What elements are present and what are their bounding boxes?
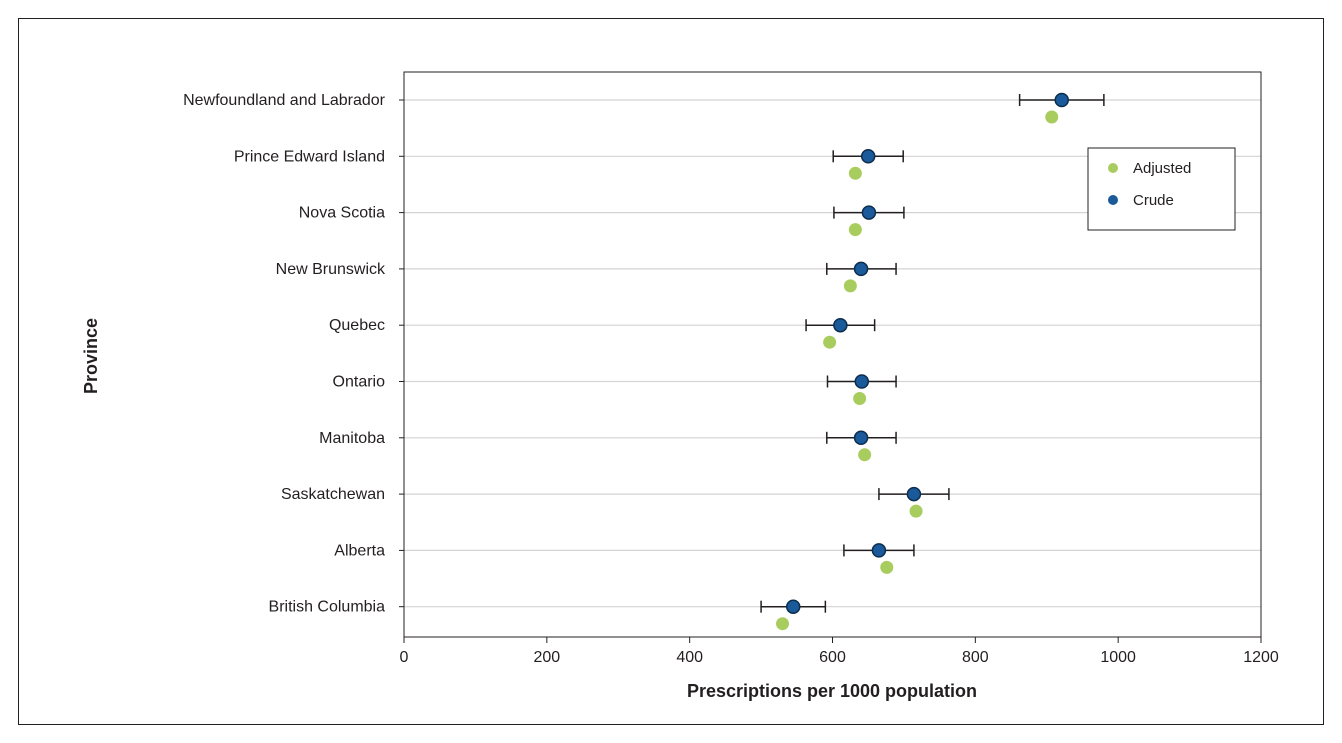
grid-lines bbox=[404, 99, 1261, 608]
category-label: British Columbia bbox=[269, 599, 386, 616]
adjusted-point bbox=[880, 560, 894, 574]
adjusted-point bbox=[909, 504, 923, 518]
crude-point bbox=[860, 149, 876, 164]
category-label: Newfoundland and Labrador bbox=[183, 92, 386, 109]
legend-box bbox=[1087, 147, 1236, 231]
category-label: Alberta bbox=[334, 542, 385, 559]
category-label: Ontario bbox=[333, 374, 386, 391]
crude-point bbox=[861, 205, 877, 220]
crude-point bbox=[1054, 92, 1069, 108]
adjusted-point bbox=[776, 617, 790, 631]
x-tick-label: 800 bbox=[962, 649, 989, 666]
x-tick-label: 600 bbox=[819, 649, 846, 666]
x-axis-title: Prescriptions per 1000 population bbox=[687, 681, 977, 701]
x-tick-label: 1200 bbox=[1243, 649, 1279, 666]
legend-label-adjusted: Adjusted bbox=[1133, 160, 1191, 177]
crude-point bbox=[853, 261, 869, 277]
x-tick-label: 1000 bbox=[1100, 649, 1136, 666]
adjusted-point bbox=[848, 223, 862, 237]
crude-point bbox=[906, 486, 922, 502]
y-axis-title: Province bbox=[81, 318, 101, 394]
adjusted-point bbox=[1045, 110, 1059, 124]
crude-point bbox=[853, 430, 869, 446]
crude-point bbox=[785, 599, 801, 614]
category-label: Nova Scotia bbox=[299, 205, 385, 222]
category-label: Quebec bbox=[329, 317, 385, 334]
adjusted-point bbox=[843, 279, 857, 293]
x-tick-label: 0 bbox=[400, 649, 409, 666]
category-label: Prince Edward Island bbox=[234, 148, 385, 165]
crude-point bbox=[833, 317, 848, 333]
category-label: Manitoba bbox=[319, 430, 385, 447]
adjusted-point bbox=[848, 166, 862, 180]
category-label: New Brunswick bbox=[276, 261, 386, 278]
crude-point bbox=[854, 374, 870, 389]
legend-marker-adjusted bbox=[1108, 163, 1118, 173]
x-ticks: 0 200 400 600 800 1000 1200 bbox=[400, 637, 1279, 666]
adjusted-point bbox=[858, 448, 872, 462]
crude-point bbox=[871, 543, 887, 558]
category-label: Saskatchewan bbox=[281, 486, 385, 503]
legend: Adjusted Crude bbox=[1087, 147, 1236, 231]
data-marks bbox=[760, 92, 1105, 631]
legend-label-crude: Crude bbox=[1133, 192, 1174, 209]
x-tick-label: 400 bbox=[676, 649, 703, 666]
adjusted-point bbox=[853, 392, 867, 405]
legend-marker-crude bbox=[1108, 195, 1118, 205]
y-category-labels: Newfoundland and Labrador Prince Edward I… bbox=[183, 92, 386, 616]
adjusted-point bbox=[823, 335, 837, 349]
x-tick-label: 200 bbox=[533, 649, 560, 666]
